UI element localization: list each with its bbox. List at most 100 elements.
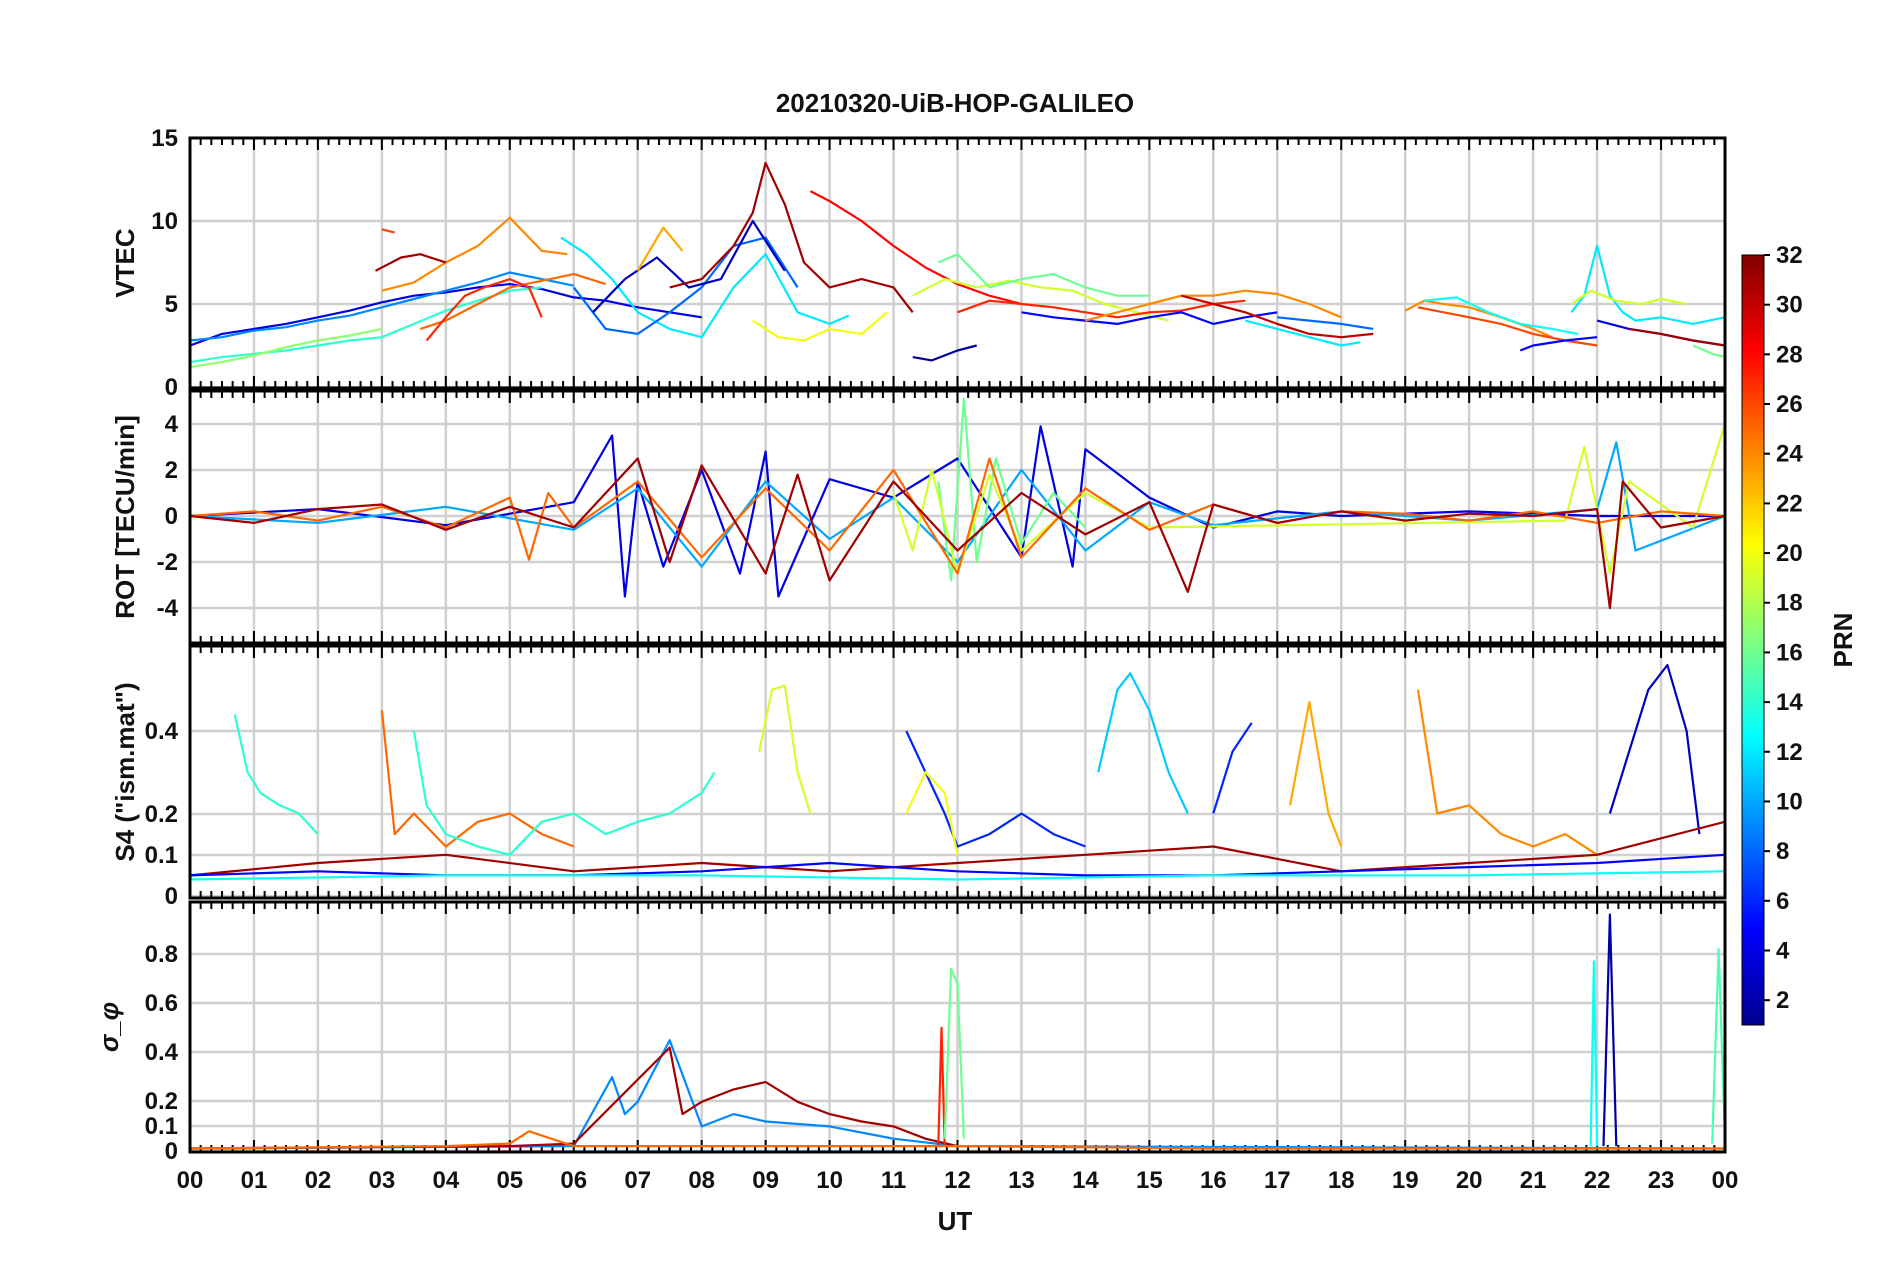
x-tick-label: 05 <box>496 1167 523 1194</box>
series-line-prn-3 <box>1608 663 1701 835</box>
series-line-prn-26 <box>381 228 395 234</box>
panel-sigma-phi: 00.10.2 0.4 0.6 0.8 σ_φ <box>94 900 1727 1165</box>
series-line-prn-19 <box>1570 289 1687 306</box>
colorbar-tick-label: 18 <box>1776 590 1803 617</box>
colorbar-tick-label: 30 <box>1776 292 1803 319</box>
x-tick-label: 15 <box>1136 1167 1163 1194</box>
y-tick-label: 10 <box>151 208 178 235</box>
x-tick-label: 21 <box>1520 1167 1547 1194</box>
series-line-prn-13 <box>190 870 1725 881</box>
panel-frame <box>188 644 1727 900</box>
series-line-prn-5 <box>1021 311 1278 325</box>
series-line-prn-19 <box>758 684 812 814</box>
series-line-prn-13 <box>1589 960 1599 1147</box>
series-line-prn-5 <box>1519 336 1598 352</box>
x-tick-label: 00 <box>177 1167 204 1194</box>
series-line-prn-3 <box>592 219 786 314</box>
x-tick-label: 01 <box>241 1167 268 1194</box>
colorbar-tick-label: 24 <box>1776 441 1803 468</box>
series-line-prn-24 <box>1085 289 1342 322</box>
x-tick-label: 14 <box>1072 1167 1099 1194</box>
series-line-prn-8 <box>572 236 799 335</box>
x-axis-label: UT <box>938 1206 973 1236</box>
y-tick-label: 4 <box>165 411 179 438</box>
series-line-prn-27 <box>937 1026 946 1147</box>
x-tick-label: 13 <box>1008 1167 1035 1194</box>
series-line-prn-9 <box>190 1039 1725 1150</box>
series-line-prn-14 <box>412 730 716 856</box>
y-tick-label: 0.2 <box>145 1088 178 1115</box>
series-line-prn-31 <box>374 253 447 272</box>
x-tick-label: 19 <box>1392 1167 1419 1194</box>
x-tick-label: 00 <box>1712 1167 1739 1194</box>
series-line-prn-9 <box>190 271 575 342</box>
panel-frame <box>188 900 1727 1154</box>
colorbar-tick-label: 20 <box>1776 540 1803 567</box>
series-line-prn-14 <box>190 286 542 364</box>
series-line-prn-16 <box>937 253 1150 297</box>
series-line-prn-24 <box>1416 689 1598 856</box>
series-line-prn-15 <box>1711 947 1725 1144</box>
y-tick-label: 0.4 <box>145 718 179 745</box>
series-line-prn-20 <box>905 771 959 856</box>
series-line-prn-23 <box>636 226 684 272</box>
panel-rot: -4 -2 0 2 4 ROT [TECU/min] <box>110 389 1727 645</box>
series-line-prn-31 <box>190 820 1725 877</box>
colorbar-tick-label: 10 <box>1776 788 1803 815</box>
series-line-prn-31 <box>190 1046 958 1150</box>
x-tick-label: 10 <box>816 1167 843 1194</box>
x-tick-label: 02 <box>305 1167 332 1194</box>
series-line-prn-16 <box>937 397 1087 582</box>
chart-title: 20210320-UiB-HOP-GALILEO <box>776 88 1134 118</box>
panel-vtec: 0 5 10 15 VTEC <box>110 125 1727 401</box>
y-tick-label: 0 <box>165 374 178 401</box>
series-line-prn-25 <box>190 1130 1725 1150</box>
colorbar-tick-label: 8 <box>1776 838 1789 865</box>
x-tick-label: 07 <box>624 1167 651 1194</box>
x-tick-label: 17 <box>1264 1167 1291 1194</box>
series-line-prn-13 <box>1424 296 1579 335</box>
series-line-prn-11 <box>1097 672 1189 814</box>
y-axis-label: ROT [TECU/min] <box>110 415 140 619</box>
series-line-prn-6 <box>905 730 1086 848</box>
panel-s4: 0 0.1 0.2 0.4S4 ("ism.mat") <box>110 644 1727 910</box>
series-line-prn-31 <box>669 161 914 313</box>
x-tick-label: 18 <box>1328 1167 1355 1194</box>
series-line-prn-12 <box>1245 319 1361 347</box>
y-axis-label: S4 ("ism.mat") <box>110 682 140 861</box>
series-line-prn-12 <box>560 236 850 339</box>
y-axis-label: σ_φ <box>94 1002 124 1052</box>
series-line-prn-6 <box>1212 722 1253 814</box>
series-line-prn-2 <box>1602 913 1618 1147</box>
series-line-prn-25 <box>419 273 607 330</box>
series-line-prn-8 <box>1277 316 1374 330</box>
x-tick-label: 09 <box>752 1167 779 1194</box>
y-tick-label: 15 <box>151 125 178 152</box>
x-tick-label: 06 <box>560 1167 587 1194</box>
colorbar-label: PRN <box>1828 613 1858 668</box>
x-tick-label: 08 <box>688 1167 715 1194</box>
y-tick-label: -2 <box>157 549 178 576</box>
series-line-prn-12 <box>1570 244 1725 325</box>
y-tick-label: 0.1 <box>145 842 178 869</box>
y-tick-label: 0 <box>165 1138 178 1165</box>
colorbar-tick-label: 12 <box>1776 739 1803 766</box>
colorbar-tick-label: 22 <box>1776 490 1803 517</box>
colorbar-gradient <box>1741 254 1765 1026</box>
series-line-prn-17 <box>190 327 383 369</box>
y-tick-label: 0.8 <box>145 941 178 968</box>
colorbar-tick-label: 2 <box>1776 987 1789 1014</box>
series-group <box>190 161 1725 369</box>
series-line-prn-4 <box>190 425 1725 598</box>
series-line-prn-2 <box>912 344 977 362</box>
panel-frame <box>188 136 1727 390</box>
x-tick-label: 23 <box>1648 1167 1675 1194</box>
x-tick-label: 22 <box>1584 1167 1611 1194</box>
y-tick-label: 0.4 <box>145 1039 179 1066</box>
series-line-prn-4 <box>190 283 702 347</box>
series-line-prn-16 <box>943 967 965 1139</box>
y-tick-label: 0.2 <box>145 801 178 828</box>
